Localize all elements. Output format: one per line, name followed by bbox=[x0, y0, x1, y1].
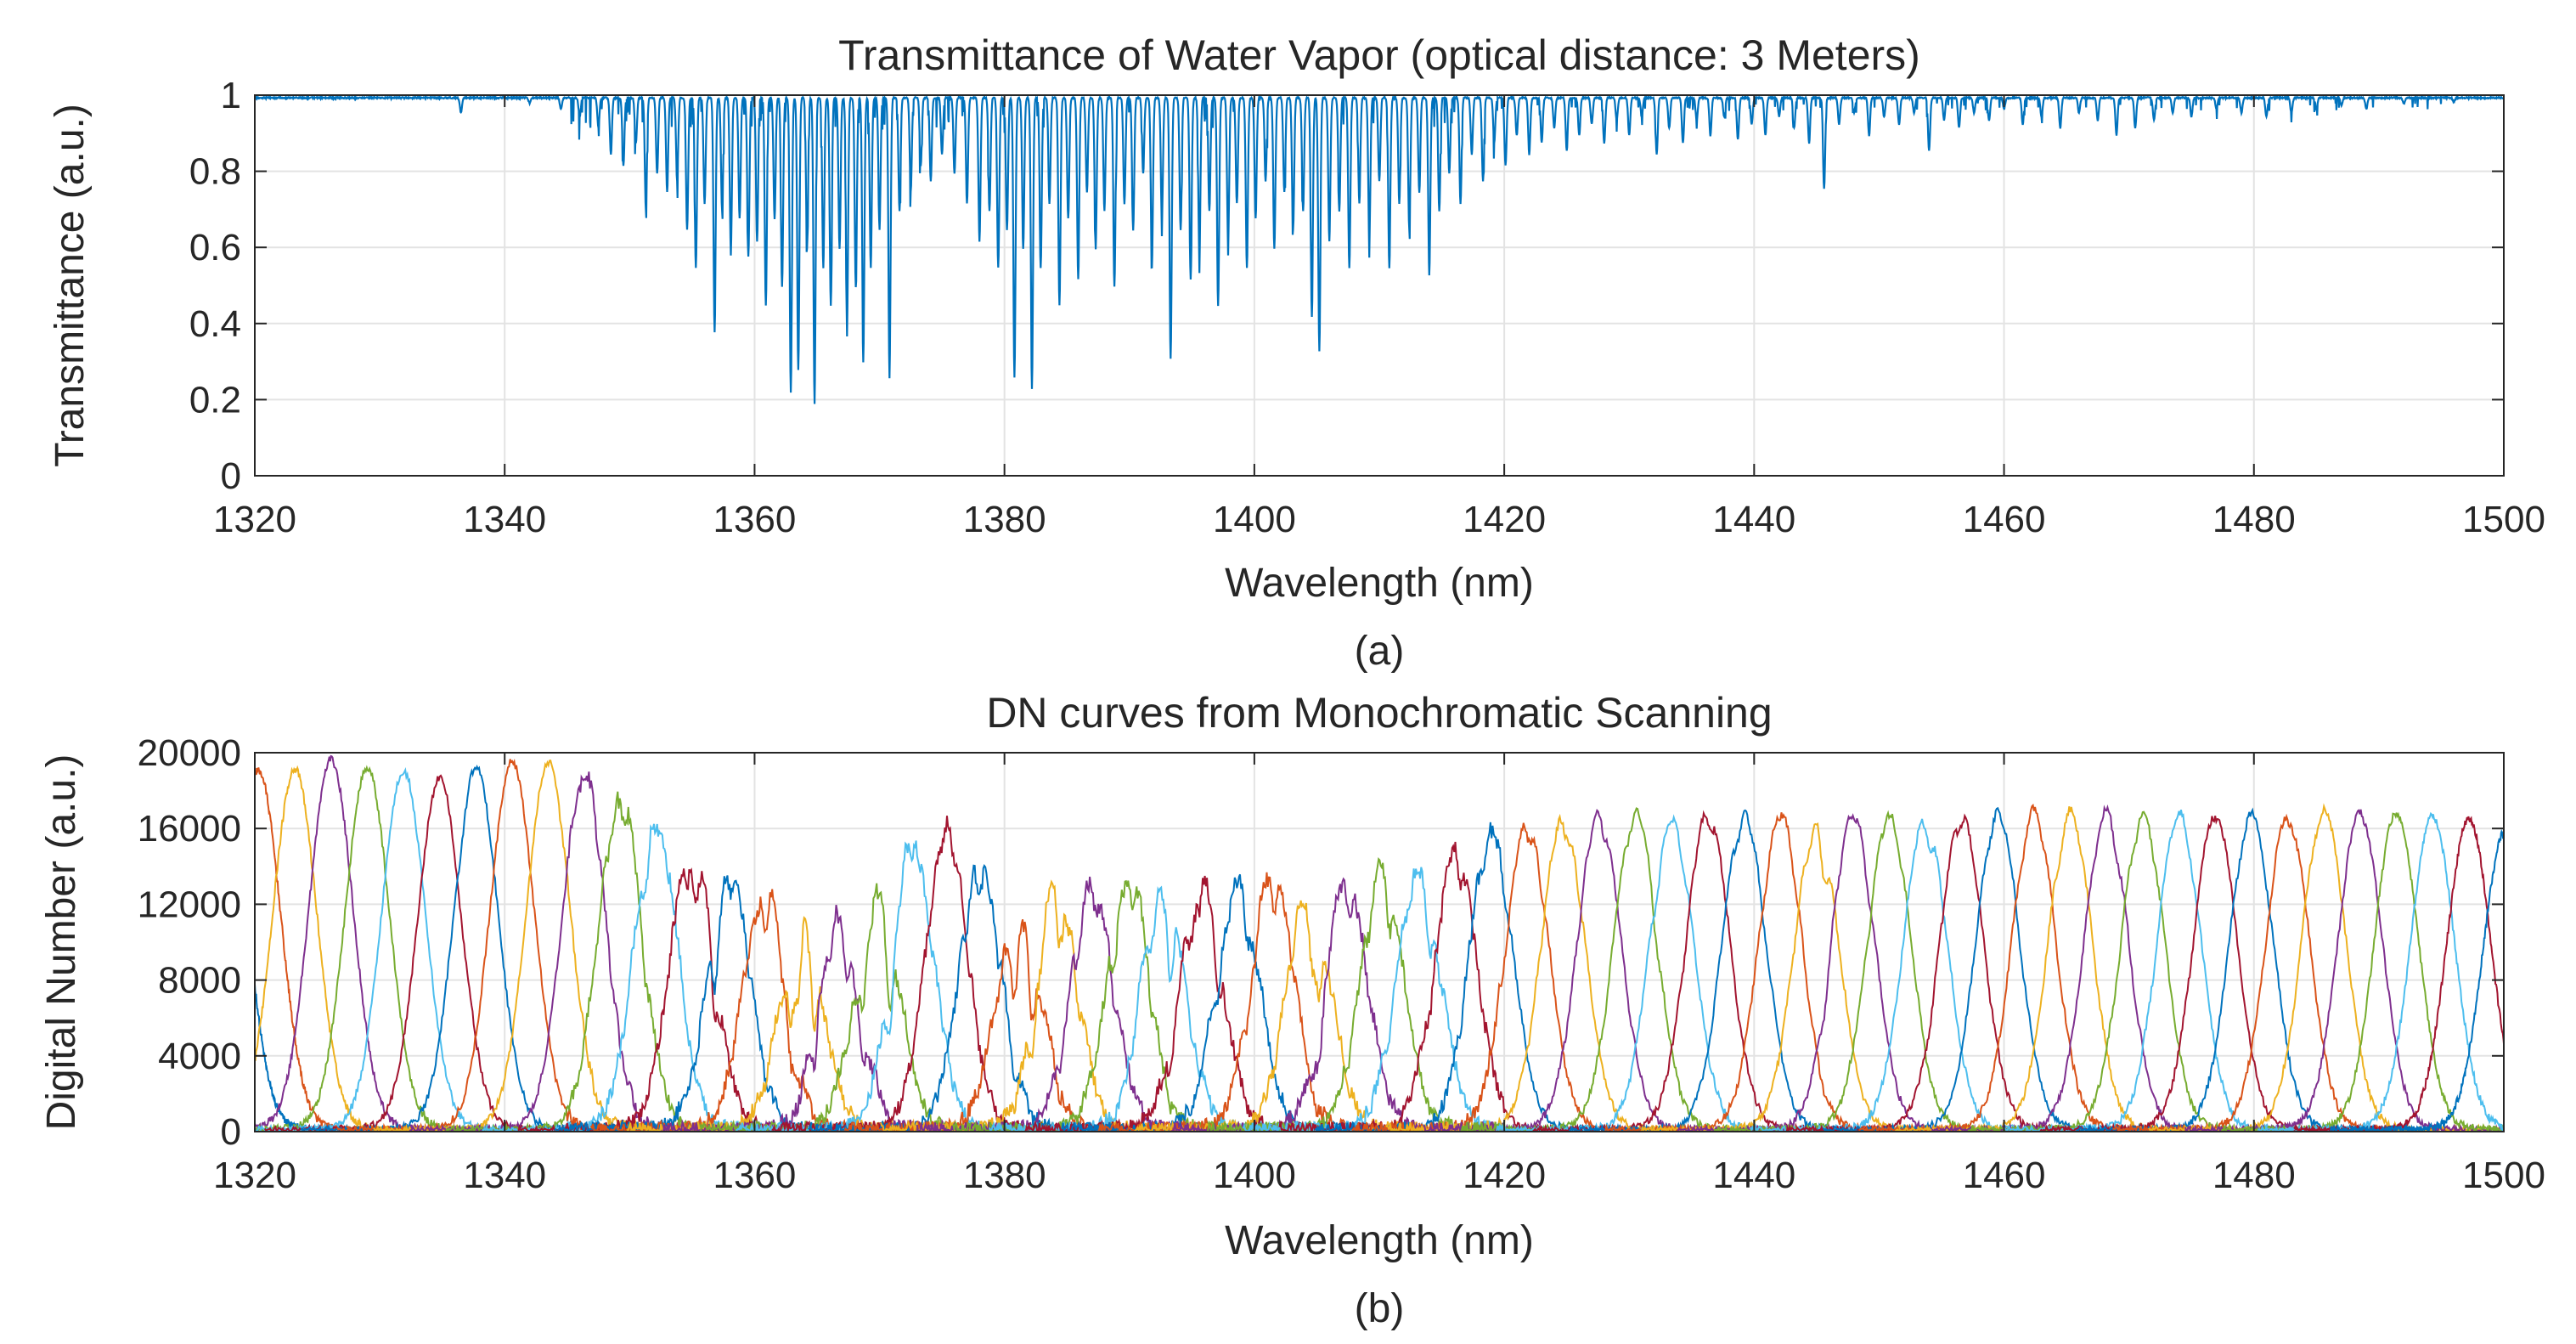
x-tick-label: 1400 bbox=[1213, 1155, 1296, 1196]
y-tick-label: 20000 bbox=[138, 732, 241, 774]
x-tick-label: 1320 bbox=[213, 1155, 296, 1196]
x-tick-label: 1380 bbox=[963, 1155, 1046, 1196]
y-tick-label: 12000 bbox=[138, 884, 241, 925]
y-tick-label: 16000 bbox=[138, 808, 241, 850]
y-tick-label: 0.8 bbox=[189, 151, 241, 193]
y-tick-label: 0 bbox=[221, 455, 241, 497]
caption-b: (b) bbox=[1355, 1286, 1405, 1331]
y-tick-label: 0.2 bbox=[189, 379, 241, 421]
x-axis-label-a: Wavelength (nm) bbox=[1225, 561, 1534, 606]
dn-curves-panel: 1320 1340 1360 1380 1400 1420 1440 1460 1480 1500… bbox=[39, 689, 2545, 1331]
plot-area-a bbox=[255, 95, 2504, 476]
dn-curve bbox=[2221, 811, 2504, 1132]
axes-box-b bbox=[254, 752, 2505, 1132]
x-tick-label: 1480 bbox=[2212, 499, 2296, 540]
transmittance-panel: 1320 1340 1360 1380 1400 1420 1440 1460 1480 1500… bbox=[48, 31, 2545, 674]
x-tick-label: 1500 bbox=[2462, 499, 2545, 540]
x-tick-label: 1340 bbox=[463, 499, 546, 540]
x-tick-label: 1360 bbox=[713, 1155, 796, 1196]
x-tick-label: 1380 bbox=[963, 499, 1046, 540]
dn-curve bbox=[2330, 829, 2504, 1132]
y-tick-label: 4000 bbox=[158, 1036, 241, 1077]
x-tick-label: 1440 bbox=[1712, 499, 1795, 540]
ticks-a: 1320 1340 1360 1380 1400 1420 1440 1460 1480 1500… bbox=[189, 75, 2545, 540]
x-tick-label: 1460 bbox=[1963, 499, 2046, 540]
x-tick-label: 1320 bbox=[213, 499, 296, 540]
x-tick-label: 1420 bbox=[1463, 1155, 1546, 1196]
x-tick-label: 1340 bbox=[463, 1155, 546, 1196]
y-tick-label: 0.4 bbox=[189, 303, 241, 345]
y-tick-label: 1 bbox=[221, 75, 241, 116]
caption-a: (a) bbox=[1355, 629, 1405, 674]
dn-curve bbox=[2076, 807, 2427, 1132]
x-tick-label: 1480 bbox=[2212, 1155, 2296, 1196]
ticks-b: 1320 1340 1360 1380 1400 1420 1440 1460 1480 1500… bbox=[138, 732, 2545, 1196]
x-tick-label: 1460 bbox=[1963, 1155, 2046, 1196]
x-tick-label: 1500 bbox=[2462, 1155, 2545, 1196]
x-tick-label: 1440 bbox=[1712, 1155, 1795, 1196]
chart-title-b: DN curves from Monochromatic Scanning bbox=[986, 689, 1772, 737]
y-tick-label: 0.6 bbox=[189, 227, 241, 268]
axes-box-a bbox=[254, 94, 2505, 477]
y-axis-label-a: Transmittance (a.u.) bbox=[48, 104, 93, 467]
chart-title-a: Transmittance of Water Vapor (optical di… bbox=[838, 31, 1920, 79]
x-tick-label: 1420 bbox=[1463, 499, 1546, 540]
x-tick-label: 1400 bbox=[1213, 499, 1296, 540]
x-tick-label: 1360 bbox=[713, 499, 796, 540]
y-tick-label: 0 bbox=[221, 1111, 241, 1153]
dn-curve bbox=[336, 758, 688, 1132]
y-axis-label-b: Digital Number (a.u.) bbox=[39, 754, 84, 1131]
y-tick-label: 8000 bbox=[158, 960, 241, 1002]
x-axis-label-b: Wavelength (nm) bbox=[1225, 1218, 1534, 1263]
transmittance-line bbox=[255, 95, 2504, 404]
